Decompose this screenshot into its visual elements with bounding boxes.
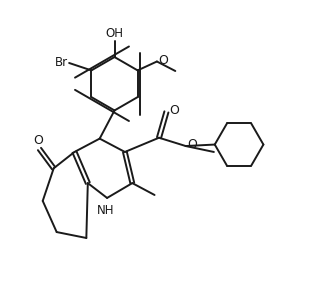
Text: O: O — [158, 55, 168, 67]
Text: NH: NH — [97, 204, 114, 218]
Text: O: O — [187, 138, 197, 151]
Text: O: O — [33, 134, 43, 147]
Text: OH: OH — [106, 27, 123, 40]
Text: O: O — [169, 104, 179, 117]
Text: Br: Br — [55, 56, 68, 69]
